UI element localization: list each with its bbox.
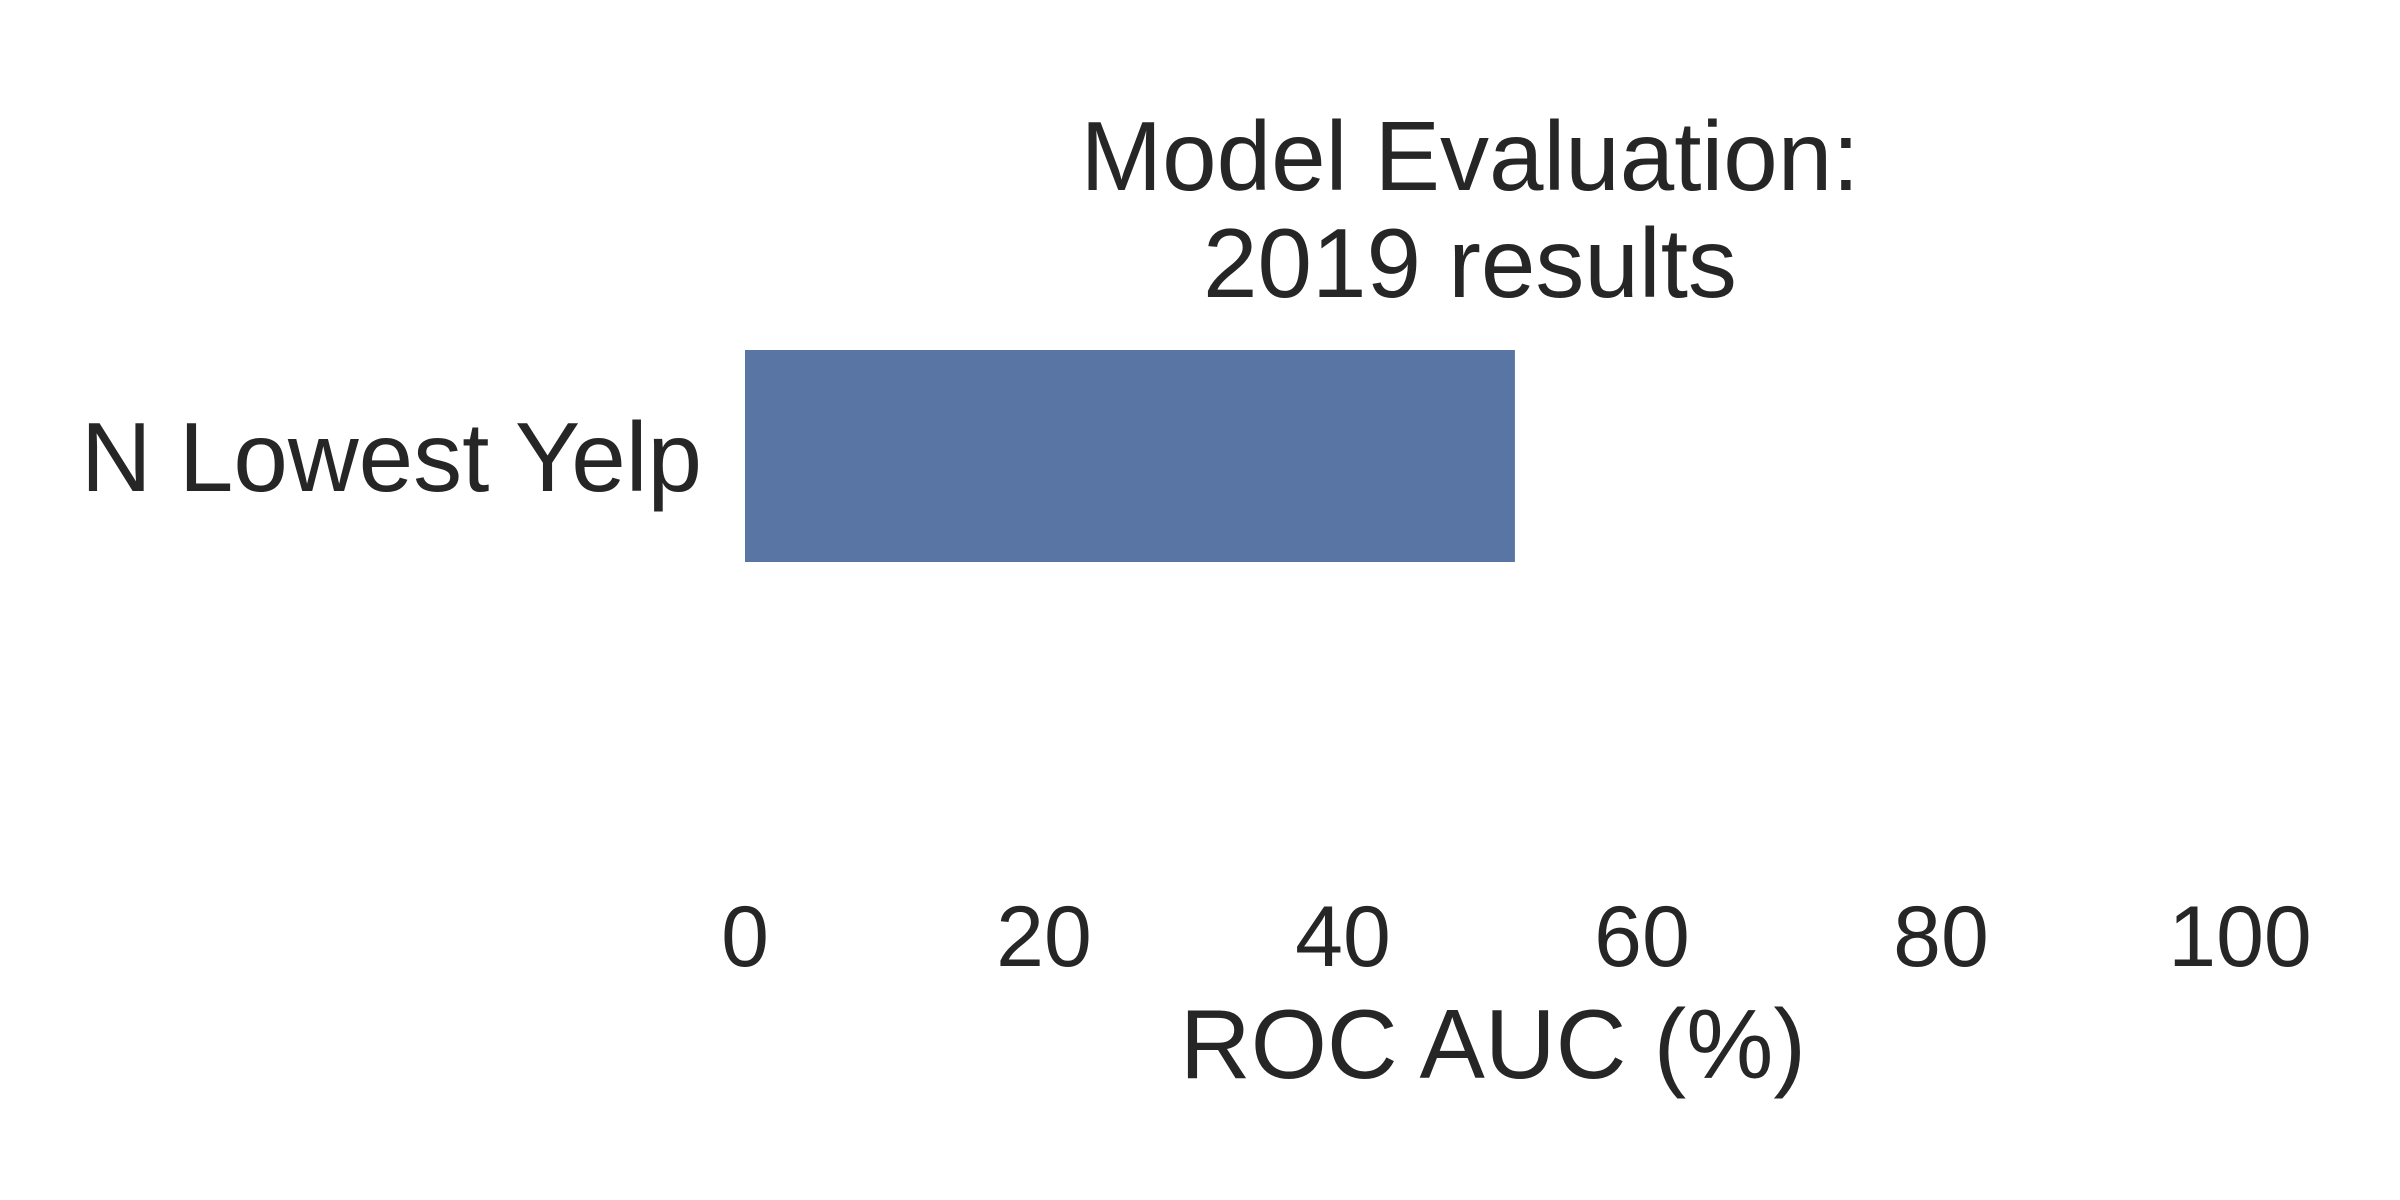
chart-title-line: 2019 results [1203, 208, 1737, 318]
chart-title-line: Model Evaluation: [1080, 101, 1859, 211]
category-label: N Lowest Yelp [81, 402, 702, 512]
x-tick-label: 20 [996, 889, 1092, 985]
x-tick-labels: 0 20 40 60 80 100 [721, 889, 2312, 985]
x-tick-label: 0 [721, 889, 769, 985]
x-axis-label: ROC AUC (%) [1180, 989, 1806, 1099]
bars-group [745, 350, 1515, 562]
bar [745, 350, 1515, 562]
x-tick-label: 60 [1594, 889, 1690, 985]
category-labels: N Lowest Yelp [81, 402, 702, 512]
x-tick-label: 40 [1295, 889, 1391, 985]
chart-title: Model Evaluation:2019 results [1080, 101, 1859, 318]
x-tick-label: 80 [1893, 889, 1989, 985]
x-tick-label: 100 [2168, 889, 2312, 985]
